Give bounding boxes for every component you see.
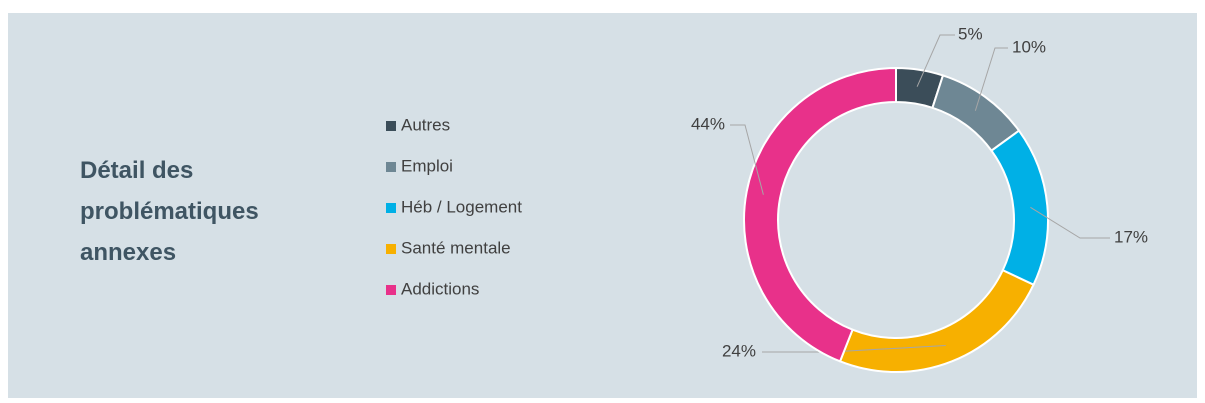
data-label: 44%: [691, 114, 725, 133]
donut-slice: [743, 66, 897, 363]
leader-line: [1030, 206, 1110, 239]
data-label: 10%: [1012, 37, 1046, 56]
legend-label: Addictions: [401, 279, 479, 298]
legend-label: Santé mentale: [401, 238, 511, 257]
legend-swatch: [386, 244, 396, 254]
leader-line: [974, 47, 1008, 111]
legend-label: Emploi: [401, 156, 453, 175]
legend-swatch: [386, 285, 396, 295]
data-label: 17%: [1114, 227, 1148, 246]
chart-title: Détail des problématiques annexes: [80, 157, 259, 266]
data-label: 5%: [958, 24, 983, 43]
legend-label: Héb / Logement: [401, 197, 522, 216]
legend-label: Autres: [401, 115, 450, 134]
panel: [8, 13, 1197, 398]
legend-swatch: [386, 203, 396, 213]
legend-swatch: [386, 162, 396, 172]
legend-swatch: [386, 121, 396, 131]
data-label: 24%: [722, 341, 756, 360]
donut-slice: [990, 129, 1049, 287]
leader-line: [916, 34, 955, 87]
donut-slice: [838, 268, 1035, 373]
leader-line: [730, 124, 764, 195]
